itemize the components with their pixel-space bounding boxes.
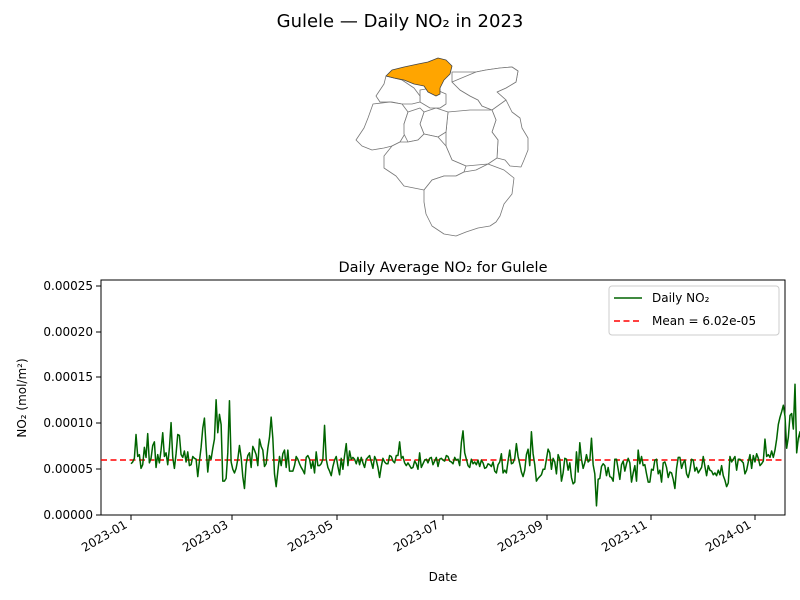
- y-tick-label: 0.00025: [43, 279, 93, 293]
- figure-suptitle: Gulele — Daily NO₂ in 2023: [277, 11, 524, 32]
- map-district-northwest: [375, 75, 421, 105]
- y-tick-label: 0.00000: [43, 508, 93, 522]
- legend: Daily NO₂ Mean = 6.02e-05: [608, 285, 780, 336]
- legend-label-mean: Mean = 6.02e-05: [652, 314, 756, 328]
- y-axis: 0.00000 0.00005 0.00010 0.00015 0.00020 …: [43, 279, 101, 522]
- y-tick-label: 0.00005: [43, 462, 93, 476]
- legend-box: [608, 285, 780, 336]
- series-line-daily-no2: [130, 383, 800, 507]
- district-map: [355, 57, 529, 237]
- y-tick-label: 0.00020: [43, 325, 93, 339]
- y-tick-label: 0.00010: [43, 416, 93, 430]
- y-tick-label: 0.00015: [43, 370, 93, 384]
- map-district-northeast: [451, 66, 519, 111]
- map-district-gulele-highlight: [385, 57, 453, 97]
- map-district-south: [423, 163, 515, 237]
- legend-label-daily-no2: Daily NO₂: [652, 291, 710, 305]
- x-axis-label: Date: [429, 570, 458, 584]
- y-axis-label: NO₂ (mol/m²): [15, 358, 29, 437]
- chart-title: Daily Average NO₂ for Gulele: [338, 260, 547, 276]
- map-district-center-east: [445, 109, 499, 167]
